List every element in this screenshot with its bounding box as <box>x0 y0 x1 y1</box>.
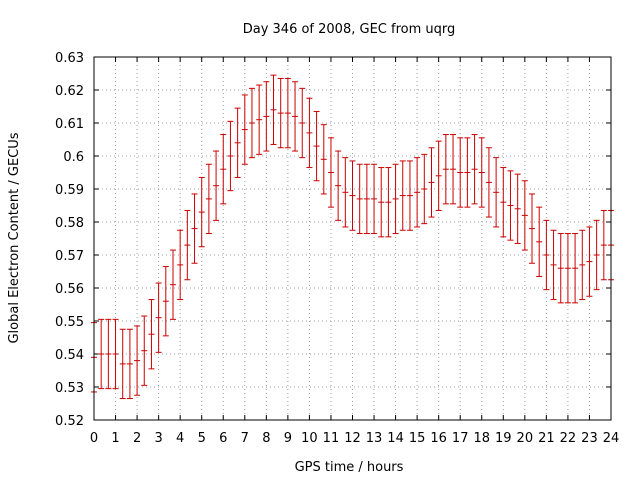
x-tick-label: 14 <box>387 431 404 446</box>
x-tick-label: 8 <box>262 431 270 446</box>
x-tick-label: 17 <box>452 431 469 446</box>
x-tick-label: 11 <box>323 431 340 446</box>
y-tick-label: 0.62 <box>55 84 84 99</box>
x-tick-label: 16 <box>430 431 447 446</box>
x-tick-label: 23 <box>581 431 598 446</box>
x-tick-label: 15 <box>409 431 426 446</box>
x-tick-label: 18 <box>473 431 490 446</box>
y-tick-label: 0.61 <box>55 117 84 132</box>
x-tick-label: 0 <box>90 431 98 446</box>
y-tick-label: 0.56 <box>55 282 84 297</box>
y-tick-label: 0.53 <box>55 381 84 396</box>
x-tick-label: 22 <box>560 431 577 446</box>
y-tick-label: 0.52 <box>55 414 84 429</box>
x-tick-label: 21 <box>538 431 555 446</box>
y-tick-label: 0.59 <box>55 183 84 198</box>
x-tick-label: 12 <box>344 431 361 446</box>
y-tick-label: 0.58 <box>55 216 84 231</box>
grid-layer <box>94 57 611 420</box>
x-tick-label: 7 <box>241 431 249 446</box>
x-tick-label: 20 <box>517 431 534 446</box>
y-tick-label: 0.6 <box>63 150 84 165</box>
x-tick-label: 9 <box>284 431 292 446</box>
tick-labels: 0 1 2 3 4 5 6 7 8 9 10 11 12 13 14 15 16 17 18 19 20 21 22 23 24… <box>55 51 619 446</box>
x-tick-label: 2 <box>133 431 141 446</box>
y-tick-label: 0.54 <box>55 348 84 363</box>
tick-layer <box>93 56 612 421</box>
x-tick-label: 24 <box>603 431 620 446</box>
x-tick-label: 3 <box>154 431 162 446</box>
x-axis-label: GPS time / hours <box>295 460 404 475</box>
x-tick-label: 1 <box>111 431 119 446</box>
x-tick-label: 4 <box>176 431 184 446</box>
y-axis-label: Global Electron Content / GECUs <box>7 132 22 343</box>
plot-frame <box>93 56 612 421</box>
y-tick-label: 0.63 <box>55 51 84 66</box>
x-tick-label: 13 <box>366 431 383 446</box>
x-tick-label: 10 <box>301 431 318 446</box>
x-tick-label: 19 <box>495 431 512 446</box>
y-tick-label: 0.55 <box>55 315 84 330</box>
data-series-gec <box>91 74 614 400</box>
x-tick-label: 5 <box>198 431 206 446</box>
x-tick-label: 6 <box>219 431 227 446</box>
y-tick-label: 0.57 <box>55 249 84 264</box>
chart-title: Day 346 of 2008, GEC from uqrg <box>243 22 456 37</box>
